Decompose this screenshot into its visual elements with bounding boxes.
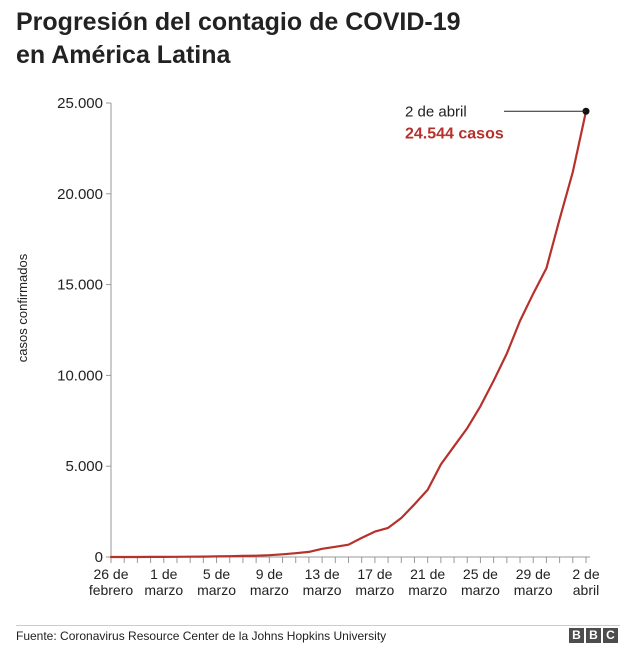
x-tick-label-line-2: marzo [303,582,342,598]
x-tick-label-line-2: marzo [461,582,500,598]
x-tick-label-line-1: 26 de [93,566,128,582]
x-tick-label-line-2: marzo [408,582,447,598]
y-tick-label: 5.000 [65,458,103,475]
x-tick-label-line-1: 17 de [357,566,392,582]
y-tick-label: 15.000 [57,277,103,294]
y-tick-label: 20.000 [57,186,103,203]
annotation-date: 2 de abril [405,103,467,120]
chart-title-line-2: en América Latina [16,41,231,69]
x-tick-label-line-2: abril [573,582,599,598]
plot-area [109,107,590,559]
chart-title-line-1: Progresión del contagio de COVID-19 [16,8,461,36]
y-tick-label: 0 [95,549,103,566]
x-tick-label-line-2: febrero [89,582,134,598]
bbc-logo: B B C [569,628,618,643]
bbc-logo-letter: B [569,628,584,643]
source-note: Fuente: Coronavirus Resource Center de l… [16,629,387,643]
bbc-logo-letter: C [603,628,618,643]
series-line [109,110,588,559]
y-tick-label: 25.000 [57,95,103,112]
y-tick-label: 10.000 [57,367,103,384]
x-tick-label-line-1: 25 de [463,566,498,582]
x-tick-label-line-1: 1 de [150,566,177,582]
x-tick-label-line-1: 2 de [572,566,599,582]
y-axis: 0 5.000 10.000 15.000 20.000 25.000 [57,95,112,566]
x-tick-label-line-1: 13 de [305,566,340,582]
annotation: 2 de abril 24.544 casos [405,103,586,142]
x-tick-label-line-1: 21 de [410,566,445,582]
x-tick-label-line-1: 9 de [256,566,283,582]
x-tick-label-line-1: 5 de [203,566,230,582]
footer-divider [16,625,620,626]
bbc-logo-letter: B [586,628,601,643]
x-tick-label-line-2: marzo [355,582,394,598]
x-tick-label-line-2: marzo [144,582,183,598]
x-tick-label-line-1: 29 de [516,566,551,582]
annotation-value: 24.544 casos [405,125,504,142]
chart-title: Progresión del contagio de COVID-19 en A… [16,6,616,72]
x-tick-label-line-2: marzo [197,582,236,598]
x-tick-label-line-2: marzo [250,582,289,598]
x-tick-label-line-2: marzo [514,582,553,598]
y-axis-label: casos confirmados [15,253,30,362]
line-chart: 0 5.000 10.000 15.000 20.000 25.000 26 defebr… [15,95,600,598]
